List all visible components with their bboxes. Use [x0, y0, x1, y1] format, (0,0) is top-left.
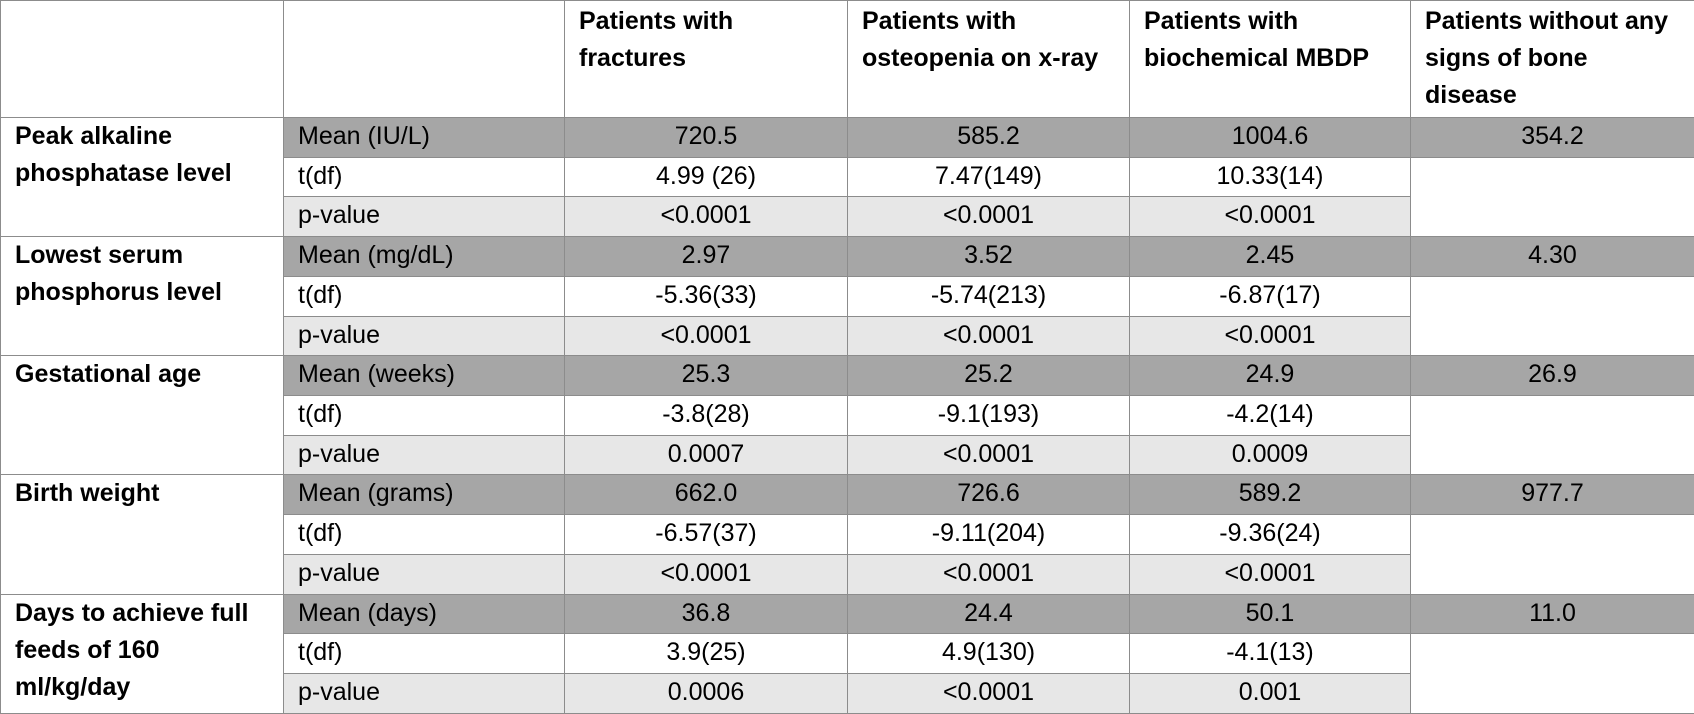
empty-cell	[1410, 275, 1694, 357]
group-label: Gestational age	[0, 355, 284, 476]
empty-cell	[1410, 395, 1694, 476]
group-label: Peak alkaline phosphatase level	[0, 116, 284, 238]
value-cell: 585.2	[847, 117, 1130, 158]
row-label: Mean (weeks)	[283, 355, 565, 397]
table-row: Birth weight Mean (grams) 662.0 726.6 589.2 9…	[0, 474, 1694, 595]
value-cell: 3.52	[847, 236, 1130, 277]
value-cell: <0.0001	[847, 553, 1130, 595]
value-cell: 7.47(149)	[847, 156, 1130, 198]
table-row: Peak alkaline phosphatase level Mean (IU/…	[0, 116, 1694, 238]
value-cell: 2.45	[1129, 236, 1411, 277]
table-row: t(df) -5.36(33) -5.74(213) -6.87(17)	[1, 275, 1694, 357]
value-cell: -5.36(33)	[564, 275, 848, 317]
value-cell: -6.57(37)	[564, 514, 848, 555]
value-cell: 354.2	[1410, 117, 1694, 158]
table-row: t(df) 3.9(25) 4.9(130) -4.1(13)	[1, 633, 1694, 714]
column-header: Patients without any signs of bone disea…	[1410, 0, 1694, 118]
value-cell: 24.4	[847, 593, 1130, 635]
group-label: Lowest serum phosphorus level	[0, 236, 284, 357]
empty-cell	[1410, 156, 1694, 238]
value-cell: 662.0	[564, 474, 848, 516]
group-label: Days to achieve full feeds of 160 ml/kg/…	[0, 593, 284, 714]
value-cell: <0.0001	[1129, 315, 1411, 357]
value-cell: <0.0001	[1129, 196, 1411, 238]
table-row: p-value 0.0006 <0.0001 0.001	[1, 673, 1694, 714]
table-row: p-value <0.0001 <0.0001 <0.0001	[1, 315, 1694, 357]
table-row: p-value <0.0001 <0.0001 <0.0001	[1, 196, 1694, 238]
row-label: p-value	[283, 315, 565, 357]
row-label: Mean (grams)	[283, 474, 565, 516]
row-label: t(df)	[283, 156, 565, 198]
value-cell: 10.33(14)	[1129, 156, 1411, 198]
value-cell: -9.1(193)	[847, 395, 1130, 436]
row-label: p-value	[283, 673, 565, 714]
value-cell: 36.8	[564, 593, 848, 635]
value-cell: 50.1	[1129, 593, 1411, 635]
row-label: Mean (mg/dL)	[283, 236, 565, 277]
value-cell: -6.87(17)	[1129, 275, 1411, 317]
value-cell: 24.9	[1129, 355, 1411, 397]
table-row: t(df) -3.8(28) -9.1(193) -4.2(14)	[1, 395, 1694, 476]
table-row: Days to achieve full feeds of 160 ml/kg/…	[0, 593, 1694, 714]
value-cell: 4.99 (26)	[564, 156, 848, 198]
row-label: Mean (days)	[283, 593, 565, 635]
header-empty	[0, 0, 284, 118]
row-label: p-value	[283, 434, 565, 476]
value-cell: <0.0001	[1129, 553, 1411, 595]
column-header: Patients with biochemical MBDP	[1129, 0, 1411, 118]
value-cell: 0.001	[1129, 673, 1411, 714]
header-row: Patients with fractures Patients with ost…	[0, 0, 1694, 118]
value-cell: 3.9(25)	[564, 633, 848, 675]
value-cell: 589.2	[1129, 474, 1411, 516]
empty-cell	[1410, 514, 1694, 595]
row-label: t(df)	[283, 395, 565, 436]
value-cell: <0.0001	[564, 315, 848, 357]
group-label: Birth weight	[0, 474, 284, 595]
value-cell: 4.9(130)	[847, 633, 1130, 675]
value-cell: 0.0007	[564, 434, 848, 476]
value-cell: -4.2(14)	[1129, 395, 1411, 436]
row-label: t(df)	[283, 275, 565, 317]
value-cell: <0.0001	[564, 553, 848, 595]
value-cell: <0.0001	[847, 434, 1130, 476]
value-cell: -9.11(204)	[847, 514, 1130, 555]
value-cell: <0.0001	[847, 315, 1130, 357]
value-cell: -5.74(213)	[847, 275, 1130, 317]
value-cell: 0.0009	[1129, 434, 1411, 476]
value-cell: 4.30	[1410, 236, 1694, 277]
table-row: p-value 0.0007 <0.0001 0.0009	[1, 434, 1694, 476]
row-label: p-value	[283, 196, 565, 238]
row-label: Mean (IU/L)	[283, 117, 565, 158]
value-cell: -9.36(24)	[1129, 514, 1411, 555]
value-cell: 720.5	[564, 117, 848, 158]
value-cell: 1004.6	[1129, 117, 1411, 158]
value-cell: 25.2	[847, 355, 1130, 397]
row-label: t(df)	[283, 514, 565, 555]
value-cell: 11.0	[1410, 593, 1694, 635]
value-cell: -3.8(28)	[564, 395, 848, 436]
table-row: Gestational age Mean (weeks) 25.3 25.2 24.9 2…	[0, 355, 1694, 476]
value-cell: 726.6	[847, 474, 1130, 516]
table-row: Lowest serum phosphorus level Mean (mg/dL…	[0, 236, 1694, 357]
value-cell: 25.3	[564, 355, 848, 397]
column-header: Patients with fractures	[564, 0, 848, 118]
value-cell: <0.0001	[847, 196, 1130, 238]
row-label: p-value	[283, 553, 565, 595]
value-cell: -4.1(13)	[1129, 633, 1411, 675]
value-cell: <0.0001	[847, 673, 1130, 714]
row-label: t(df)	[283, 633, 565, 675]
value-cell: 977.7	[1410, 474, 1694, 516]
empty-cell	[1410, 633, 1694, 714]
header-empty	[283, 0, 565, 118]
value-cell: 2.97	[564, 236, 848, 277]
value-cell: 26.9	[1410, 355, 1694, 397]
value-cell: 0.0006	[564, 673, 848, 714]
value-cell: <0.0001	[564, 196, 848, 238]
column-header: Patients with osteopenia on x-ray	[847, 0, 1130, 118]
